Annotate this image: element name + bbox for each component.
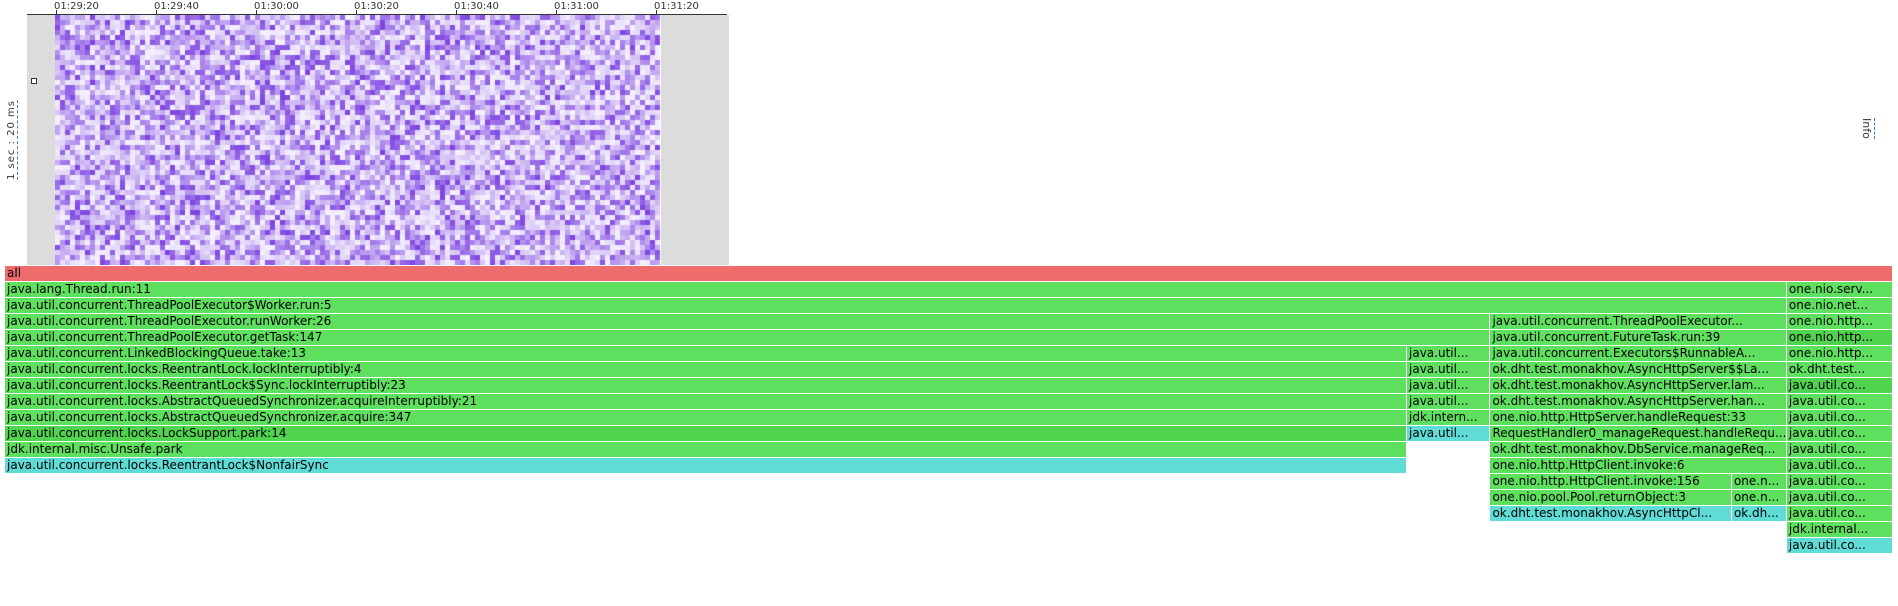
flame-frame[interactable]: one.nio.pool.Pool.returnObject:3 [1490,490,1732,505]
time-tick-label: 01:30:20 [354,1,399,12]
flame-frame[interactable]: all [5,266,1893,281]
flame-frame[interactable]: java.util.co... [1786,538,1893,553]
time-tick-label: 01:29:40 [154,1,199,12]
flame-frame[interactable]: java.util... [1407,394,1491,409]
flame-frame[interactable]: one.nio.http.HttpClient.invoke:6 [1490,458,1787,473]
flame-frame[interactable]: one.nio.serv... [1786,282,1893,297]
flame-frame[interactable]: one.nio.http... [1786,346,1893,361]
flame-frame[interactable]: jdk.intern... [1407,410,1491,425]
time-tick [356,10,357,15]
flame-frame[interactable]: one.nio.net... [1786,298,1893,313]
flame-frame[interactable]: java.util.co... [1786,506,1893,521]
flame-frame[interactable]: java.util.co... [1786,378,1893,393]
flame-frame[interactable]: one.nio.http... [1786,314,1893,329]
flame-frame[interactable]: one.n... [1731,474,1787,489]
y-scale-label[interactable]: 1 sec : 20 ms [6,100,18,180]
time-tick-label: 01:30:40 [454,1,499,12]
flame-frame[interactable]: jdk.internal.misc.Unsafe.park [5,442,1408,457]
time-axis [27,14,727,15]
time-tick [456,10,457,15]
time-tick-label: 01:30:00 [254,1,299,12]
flame-frame[interactable]: java.util.concurrent.ThreadPoolExecutor.… [5,330,1491,345]
time-tick [556,10,557,15]
flame-frame[interactable]: java.util.co... [1786,442,1893,457]
flame-frame[interactable]: RequestHandler0_manageRequest.handleRequ… [1490,426,1787,441]
flame-frame[interactable]: java.util.concurrent.FutureTask.run:39 [1490,330,1787,345]
flame-frame[interactable]: java.util.concurrent.ThreadPoolExecutor.… [5,314,1491,329]
time-tick-label: 01:31:20 [654,1,699,12]
flame-frame[interactable]: ok.dht.test.monakhov.AsyncHttpServer.han… [1490,394,1787,409]
flame-frame[interactable]: ok.dht.test... [1786,362,1893,377]
flame-frame[interactable]: java.util.concurrent.Executors$RunnableA… [1490,346,1787,361]
flame-frame[interactable]: java.util.co... [1786,458,1893,473]
flame-frame[interactable]: java.util.concurrent.locks.ReentrantLock… [5,458,1408,473]
heatmap-scroll-handle[interactable] [31,78,37,84]
flame-frame[interactable]: one.nio.http.HttpClient.invoke:156 [1490,474,1732,489]
flame-frame[interactable]: one.nio.http... [1786,330,1893,345]
flame-frame[interactable]: jdk.internal... [1786,522,1893,537]
flame-frame[interactable]: java.util.concurrent.locks.AbstractQueue… [5,394,1408,409]
flame-frame[interactable]: one.n... [1731,490,1787,505]
flame-frame[interactable]: java.util.concurrent.LinkedBlockingQueue… [5,346,1408,361]
flame-frame[interactable]: ok.dht.test.monakhov.DbService.manageReq… [1490,442,1787,457]
time-tick [656,10,657,15]
flame-graph: all java.lang.Thread.run:11 one.nio.serv..… [0,266,1898,566]
flame-frame[interactable]: java.util.co... [1786,474,1893,489]
flame-frame[interactable]: java.util.concurrent.ThreadPoolExecutor.… [1490,314,1787,329]
flame-frame[interactable]: java.util.co... [1786,426,1893,441]
flame-frame[interactable]: ok.dh... [1731,506,1787,521]
timeline-heatmap-panel: 01:29:20 01:29:40 01:30:00 01:30:20 01:30:40… [0,0,730,266]
flame-frame[interactable]: ok.dht.test.monakhov.AsyncHttpServer$$La… [1490,362,1787,377]
flame-frame[interactable]: java.util... [1407,426,1491,441]
time-tick [156,10,157,15]
info-toggle[interactable]: Info [1860,118,1875,139]
flame-frame[interactable]: java.util.concurrent.locks.ReentrantLock… [5,378,1408,393]
time-tick-label: 01:29:20 [54,1,99,12]
flame-frame[interactable]: java.util.co... [1786,490,1893,505]
flame-frame[interactable]: java.util... [1407,362,1491,377]
flame-frame[interactable]: ok.dht.test.monakhov.AsyncHttpCl... [1490,506,1732,521]
flame-frame[interactable]: java.lang.Thread.run:11 [5,282,1787,297]
flame-frame[interactable]: java.util... [1407,346,1491,361]
flame-frame[interactable]: java.util.concurrent.locks.LockSupport.p… [5,426,1408,441]
time-tick [56,10,57,15]
flame-frame[interactable]: java.util.co... [1786,410,1893,425]
time-tick [256,10,257,15]
time-tick-label: 01:31:00 [554,1,599,12]
flame-frame[interactable]: java.util.co... [1786,394,1893,409]
flame-frame[interactable]: java.util.concurrent.locks.ReentrantLock… [5,362,1408,377]
flame-frame[interactable]: java.util.concurrent.locks.AbstractQueue… [5,410,1408,425]
sample-heatmap[interactable] [55,15,661,265]
flame-frame[interactable]: java.util... [1407,378,1491,393]
flame-frame[interactable]: ok.dht.test.monakhov.AsyncHttpServer.lam… [1490,378,1787,393]
flame-frame[interactable]: java.util.concurrent.ThreadPoolExecutor$… [5,298,1787,313]
flame-frame[interactable]: one.nio.http.HttpServer.handleRequest:33 [1490,410,1787,425]
